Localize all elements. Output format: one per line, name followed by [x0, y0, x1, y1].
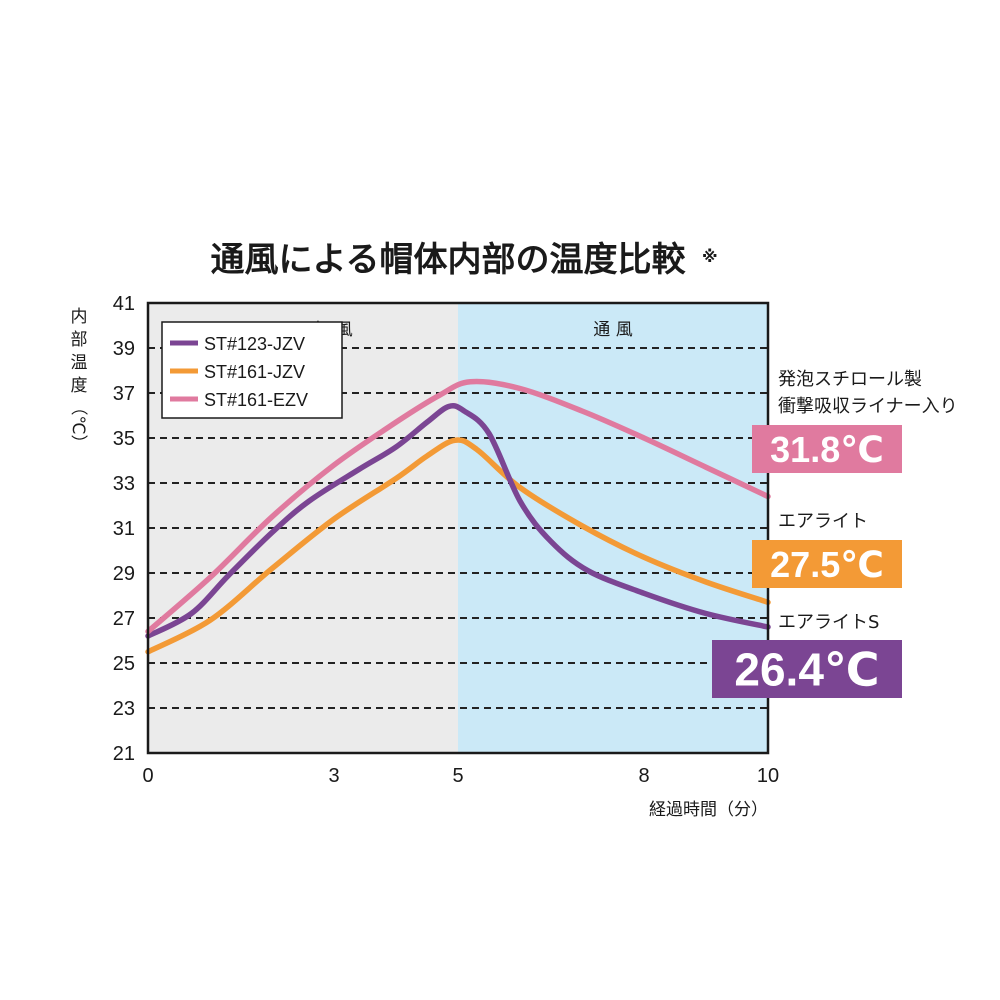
value-badge-text-1: 27.5℃: [770, 544, 884, 585]
value-badge-0: [752, 425, 902, 473]
y-tick-labels: 21 23 25 27 29 31 33 35 37 39 41: [113, 293, 135, 765]
x-tick-label-10: 10: [757, 765, 779, 787]
annotation-text-0-0: 発泡スチロール製: [778, 369, 922, 390]
y-tick-label-39: 39: [113, 338, 135, 360]
x-tick-label-5: 5: [452, 765, 463, 787]
x-tick-labels: 0 3 5 8 10: [142, 765, 779, 787]
y-axis-label-char: 度: [71, 376, 88, 396]
region-label-1: 通 風: [593, 320, 632, 340]
y-axis-label-char: 温: [71, 353, 88, 373]
y-tick-label-31: 31: [113, 518, 135, 540]
value-badge-2: [712, 640, 902, 698]
x-tick-label-0: 0: [142, 765, 153, 787]
x-tick-label-8: 8: [638, 765, 649, 787]
y-tick-label-23: 23: [113, 698, 135, 720]
y-axis-unit: （℃）: [68, 398, 88, 451]
annotation-text-1-0: エアライト: [778, 511, 868, 532]
value-badge-text-2: 26.4℃: [734, 644, 879, 696]
gridlines: [148, 347, 768, 709]
y-axis-label-char: 部: [71, 330, 88, 350]
y-tick-label-41: 41: [113, 293, 135, 315]
x-axis-label: 経過時間（分）: [649, 800, 768, 820]
legend-label-1: ST#161-JZV: [204, 362, 305, 382]
y-tick-label-29: 29: [113, 563, 135, 585]
y-tick-label-33: 33: [113, 473, 135, 495]
series-lines: [145, 378, 771, 655]
y-tick-label-37: 37: [113, 383, 135, 405]
annotation-text-2-0: エアライトS: [778, 612, 879, 633]
y-tick-label-25: 25: [113, 653, 135, 675]
value-badge-text-0: 31.8℃: [770, 429, 884, 470]
chart-title: 通風による帽体内部の温度比較: [211, 240, 687, 280]
annotation-text-0-1: 衝撃吸収ライナー入り: [778, 396, 958, 417]
series-line-st-161-jzv: [145, 437, 771, 655]
legend-label-2: ST#161-EZV: [204, 390, 308, 410]
x-tick-label-3: 3: [328, 765, 339, 787]
chart-title-note: ※: [702, 247, 718, 266]
plot-frame: [146, 301, 770, 755]
legend-box: [161, 321, 343, 419]
series-line-st-161-ezv: [145, 378, 771, 635]
y-tick-label-21: 21: [113, 743, 135, 765]
y-tick-label-27: 27: [113, 608, 135, 630]
y-axis-label-char: 内: [71, 307, 88, 327]
value-badge-1: [752, 540, 902, 588]
legend-label-0: ST#123-JZV: [204, 334, 305, 354]
series-line-st-123-jzv: [145, 403, 771, 639]
y-tick-label-35: 35: [113, 428, 135, 450]
legend: ST#123-JZV ST#161-JZV ST#161-EZV: [161, 321, 343, 419]
